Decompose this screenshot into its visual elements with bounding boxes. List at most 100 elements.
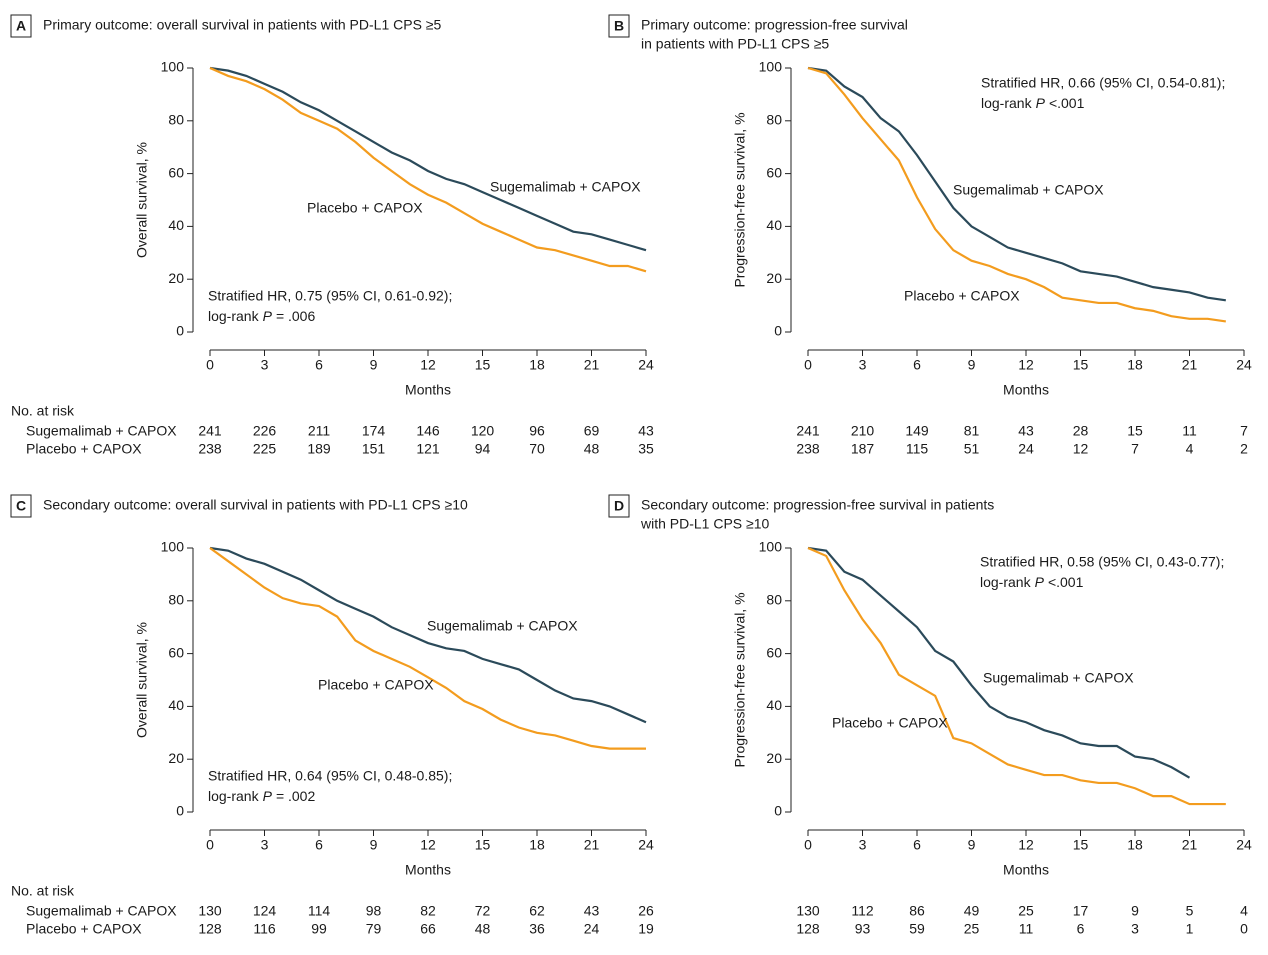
risk-number: 7 — [1131, 441, 1139, 457]
risk-number: 17 — [1073, 903, 1089, 919]
x-tick-label: 15 — [475, 357, 491, 373]
risk-number: 0 — [1240, 921, 1248, 937]
risk-number: 25 — [1018, 903, 1034, 919]
risk-number: 48 — [475, 921, 491, 937]
y-tick-label: 40 — [766, 217, 782, 233]
curve-label: Sugemalimab + CAPOX — [427, 618, 578, 634]
risk-number: 120 — [471, 423, 495, 439]
x-tick-label: 15 — [1073, 837, 1089, 853]
risk-number: 210 — [851, 423, 875, 439]
p-annotation: log-rank P <.001 — [980, 574, 1084, 590]
y-tick-label: 80 — [168, 112, 184, 128]
y-tick-label: 60 — [766, 164, 782, 180]
x-tick-label: 18 — [529, 357, 545, 373]
risk-number: 9 — [1131, 903, 1139, 919]
x-tick-label: 3 — [261, 357, 269, 373]
risk-number: 24 — [1018, 441, 1034, 457]
x-tick-label: 6 — [315, 357, 323, 373]
p-value: <.001 — [1049, 95, 1085, 111]
survival-curve — [807, 66, 1226, 302]
curve-label: Placebo + CAPOX — [832, 715, 948, 731]
survival-curve — [209, 66, 647, 252]
risk-number: 6 — [1077, 921, 1085, 937]
x-tick-label: 9 — [968, 837, 976, 853]
x-tick-label: 9 — [370, 357, 378, 373]
y-tick-label: 100 — [759, 539, 783, 555]
risk-number: 26 — [638, 903, 654, 919]
x-tick-label: 21 — [1182, 837, 1198, 853]
risk-number: 93 — [855, 921, 871, 937]
x-tick-label: 9 — [370, 837, 378, 853]
risk-number: 25 — [964, 921, 980, 937]
p-symbol: P — [1035, 574, 1045, 590]
risk-number: 51 — [964, 441, 980, 457]
risk-number: 241 — [796, 423, 820, 439]
risk-number: 43 — [1018, 423, 1034, 439]
p-prefix: log-rank — [980, 574, 1032, 590]
panel-letter: B — [614, 18, 624, 34]
risk-number: 86 — [909, 903, 925, 919]
risk-number: 12 — [1073, 441, 1089, 457]
risk-number: 1 — [1186, 921, 1194, 937]
risk-number: 82 — [420, 903, 436, 919]
risk-number: 70 — [529, 441, 545, 457]
panel-box — [608, 494, 630, 518]
panel-letter: D — [614, 498, 624, 514]
x-tick-label: 24 — [638, 837, 654, 853]
risk-number: 24 — [584, 921, 600, 937]
hr-annotation: Stratified HR, 0.75 (95% CI, 0.61-0.92); — [208, 288, 452, 304]
x-axis-label: Months — [405, 862, 451, 878]
curve-label: Sugemalimab + CAPOX — [983, 670, 1134, 686]
y-tick-label: 20 — [168, 270, 184, 286]
panel-letter: C — [16, 498, 26, 514]
risk-number: 59 — [909, 921, 925, 937]
risk-number: 238 — [796, 441, 820, 457]
risk-number: 114 — [308, 903, 331, 919]
risk-row-name: Placebo + CAPOX — [26, 921, 142, 937]
survival-curve — [209, 66, 647, 273]
x-tick-label: 21 — [584, 357, 600, 373]
y-axis-label: Overall survival, % — [134, 622, 150, 738]
panel-title: Primary outcome: overall survival in pat… — [43, 17, 441, 33]
risk-number: 43 — [584, 903, 600, 919]
x-tick-label: 0 — [206, 837, 214, 853]
p-symbol: P — [263, 788, 273, 804]
x-axis-label: Months — [405, 382, 451, 398]
y-tick-label: 80 — [168, 592, 184, 608]
y-tick-label: 80 — [766, 112, 782, 128]
risk-number: 174 — [362, 423, 386, 439]
risk-number: 124 — [253, 903, 277, 919]
survival-curve — [807, 546, 1226, 806]
y-tick-label: 0 — [176, 803, 184, 819]
risk-number: 94 — [475, 441, 491, 457]
y-tick-label: 20 — [766, 750, 782, 766]
risk-number: 149 — [905, 423, 929, 439]
risk-number: 11 — [1182, 423, 1197, 439]
risk-number: 241 — [198, 423, 222, 439]
risk-number: 238 — [198, 441, 222, 457]
risk-number: 11 — [1019, 921, 1034, 937]
panel-title: Secondary outcome: overall survival in p… — [43, 497, 468, 513]
curve-label: Placebo + CAPOX — [318, 677, 434, 693]
x-tick-label: 24 — [1236, 837, 1252, 853]
x-tick-label: 12 — [420, 837, 436, 853]
p-prefix: log-rank — [208, 788, 260, 804]
x-tick-label: 0 — [804, 357, 812, 373]
x-tick-label: 0 — [804, 837, 812, 853]
risk-number: 7 — [1240, 423, 1248, 439]
risk-number: 28 — [1073, 423, 1089, 439]
risk-number: 62 — [529, 903, 545, 919]
risk-number: 151 — [362, 441, 386, 457]
panel-title: with PD-L1 CPS ≥10 — [640, 516, 770, 532]
risk-number: 2 — [1240, 441, 1248, 457]
p-annotation: log-rank P <.001 — [981, 95, 1085, 111]
risk-table-label: No. at risk — [11, 883, 75, 899]
risk-number: 19 — [638, 921, 654, 937]
x-tick-label: 6 — [913, 357, 921, 373]
y-tick-label: 40 — [168, 217, 184, 233]
y-tick-label: 60 — [168, 644, 184, 660]
curve-label: Sugemalimab + CAPOX — [490, 179, 641, 195]
y-axis-label: Progression-free survival, % — [732, 112, 748, 287]
y-tick-label: 80 — [766, 592, 782, 608]
x-tick-label: 3 — [859, 357, 867, 373]
